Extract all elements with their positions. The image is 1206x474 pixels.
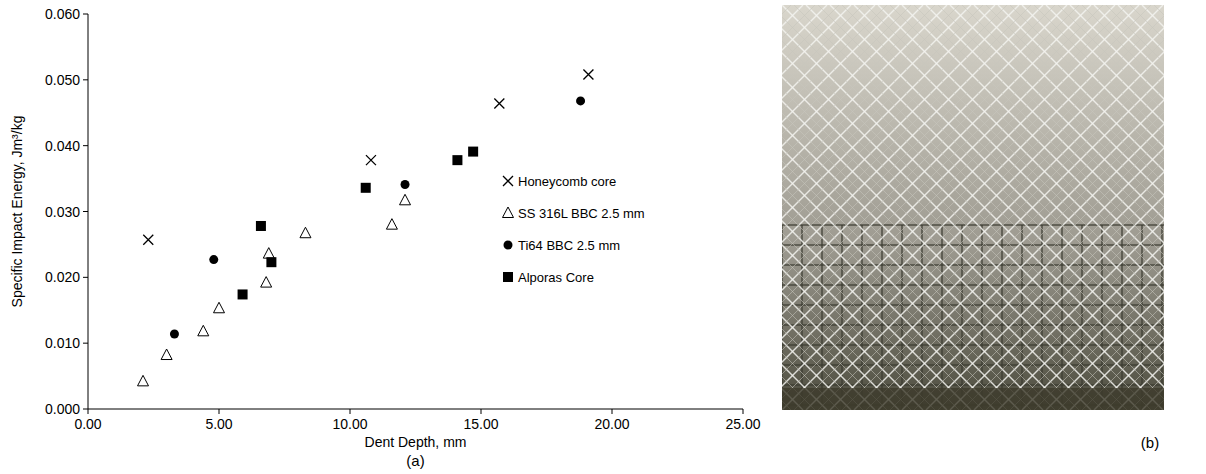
y-tick <box>83 343 88 344</box>
point <box>170 329 179 338</box>
x-tick-label: 0.00 <box>74 416 101 432</box>
legend-marker <box>503 207 514 218</box>
point <box>452 155 462 165</box>
x-tick <box>743 409 744 414</box>
lattice-photo <box>782 5 1164 410</box>
point <box>576 96 585 105</box>
x-tick <box>612 409 613 414</box>
x-tick <box>481 409 482 414</box>
point <box>401 180 410 189</box>
point <box>256 221 266 231</box>
point <box>138 375 149 386</box>
x-tick-label: 25.00 <box>725 416 760 432</box>
point <box>300 227 311 238</box>
x-tick <box>350 409 351 414</box>
legend: Honeycomb core SS 316L BBC 2.5 mm Ti64 BBC… <box>503 174 645 285</box>
point <box>261 277 272 288</box>
x-tick-label: 10.00 <box>332 416 367 432</box>
point <box>238 289 248 299</box>
panel-label: (b) <box>1141 434 1159 451</box>
point <box>386 219 397 230</box>
panel-label: (a) <box>406 452 424 469</box>
point <box>583 70 593 80</box>
y-tick <box>83 409 88 410</box>
legend-label: SS 316L BBC 2.5 mm <box>518 206 645 221</box>
y-axis-title: Specific Impact Energy, Jm³/kg <box>9 116 25 308</box>
x-tick-label: 5.00 <box>205 416 232 432</box>
point <box>198 325 209 336</box>
point <box>366 155 376 165</box>
y-tick-label: 0.050 <box>45 72 80 88</box>
point <box>161 349 172 360</box>
point <box>494 99 504 109</box>
point <box>143 235 153 245</box>
legend-marker <box>503 176 513 186</box>
point <box>263 248 274 259</box>
y-tick-label: 0.030 <box>45 204 80 220</box>
figure: 0.000 0.010 0.020 0.030 0.040 0.050 0.060 0.00 5… <box>0 0 1206 474</box>
point <box>400 194 411 205</box>
y-tick <box>83 277 88 278</box>
point <box>209 255 218 264</box>
y-tick-label: 0.060 <box>45 6 80 22</box>
plot-area <box>138 70 594 386</box>
x-tick <box>219 409 220 414</box>
x-tick-label: 15.00 <box>463 416 498 432</box>
y-tick-label: 0.010 <box>45 335 80 351</box>
x-axis-title: Dent Depth, mm <box>365 434 467 450</box>
legend-marker <box>504 241 513 250</box>
point <box>214 302 225 313</box>
legend-label: Honeycomb core <box>518 174 616 189</box>
legend-marker <box>503 272 513 282</box>
point <box>361 183 371 193</box>
y-tick-label: 0.000 <box>45 401 80 417</box>
x-tick <box>88 409 89 414</box>
legend-label: Alporas Core <box>518 270 594 285</box>
y-tick-label: 0.020 <box>45 269 80 285</box>
point <box>468 147 478 157</box>
x-axis <box>88 409 743 410</box>
legend-label: Ti64 BBC 2.5 mm <box>518 238 620 253</box>
y-tick <box>83 79 88 80</box>
y-tick <box>83 14 88 15</box>
y-tick-label: 0.040 <box>45 138 80 154</box>
point <box>266 257 276 267</box>
y-tick <box>83 211 88 212</box>
x-tick-label: 20.00 <box>594 416 629 432</box>
y-tick <box>83 145 88 146</box>
